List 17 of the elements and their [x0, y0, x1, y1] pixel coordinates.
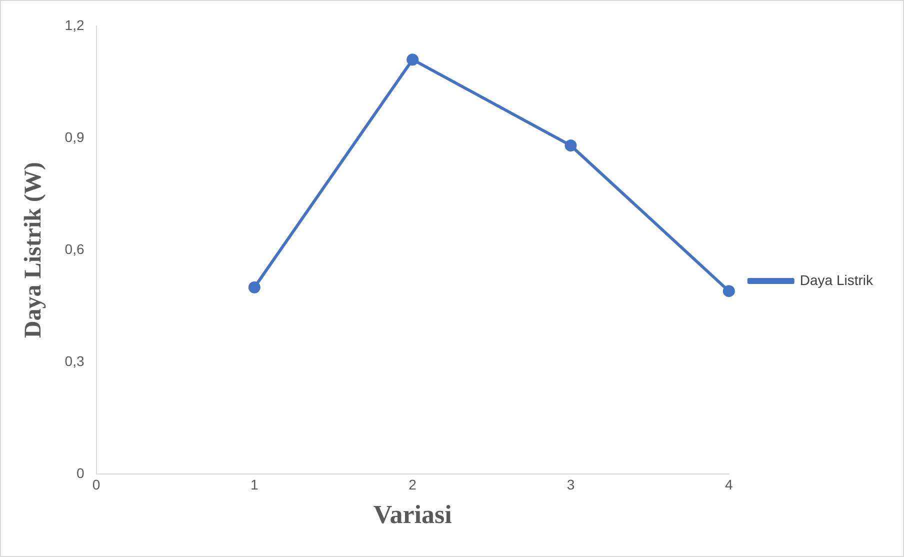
y-tick-label: 0,9 [64, 128, 84, 145]
x-tick-label: 0 [92, 476, 100, 492]
x-tick-label: 3 [566, 476, 575, 492]
x-tick-label: 1 [250, 476, 259, 492]
y-tick-label: 1,2 [64, 16, 84, 33]
y-axis-title: Daya Listrik (W) [20, 162, 47, 338]
y-tick-label: 0,6 [64, 240, 84, 257]
point [406, 54, 419, 66]
x-axis-title: Variasi [373, 500, 452, 530]
x-tick-label: 4 [724, 476, 733, 492]
y-tick-label: 0 [76, 464, 84, 481]
x-tick-label: 2 [408, 476, 417, 492]
point [564, 139, 577, 152]
legend-label: Daya Listrik [800, 272, 874, 288]
point [722, 285, 735, 298]
y-tick-label: 0,3 [64, 352, 84, 369]
point [248, 281, 260, 294]
